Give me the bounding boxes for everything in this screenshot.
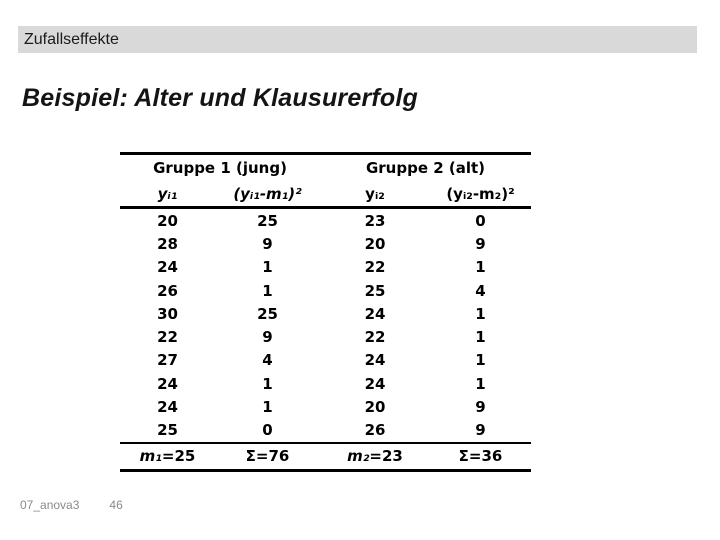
- table-cell: 24: [157, 374, 178, 393]
- table-cell: 9: [475, 398, 486, 417]
- page-title: Beispiel: Alter und Klausurerfolg: [22, 84, 419, 112]
- summary-sum2-label: Σ: [458, 447, 469, 466]
- table-cell: 0: [475, 211, 486, 230]
- summary-cell-sum2: Σ=36: [430, 447, 531, 465]
- group-header-gruppe-2: Gruppe 2 (alt): [365, 159, 486, 177]
- table-cell: 24: [364, 351, 386, 370]
- slide-header-text: Zufallseffekte: [24, 30, 119, 48]
- table-row: 24 1 22 1: [120, 256, 531, 279]
- table-cell: 20: [364, 398, 386, 417]
- summary-sum1-value: =76: [255, 447, 290, 466]
- table-summary-row: m₁=25 Σ=76 m₂=23 Σ=36: [120, 441, 531, 469]
- slide-header-bar: Zufallseffekte: [18, 26, 697, 53]
- table-row: 28 9 20 9: [120, 232, 531, 255]
- table-cell: 24: [364, 374, 386, 393]
- table-cell: 20: [157, 211, 178, 230]
- summary-cell-m1: m₁=25: [120, 447, 215, 465]
- table-cell: 25: [257, 304, 278, 323]
- summary-cell-sum1: Σ=76: [215, 447, 320, 465]
- table-cell: 22: [157, 328, 178, 347]
- table-row: 24 1 20 9: [120, 395, 531, 418]
- table-row: 27 4 24 1: [120, 349, 531, 372]
- slide-footer: 07_anova3 46: [20, 498, 123, 512]
- table-row: 30 25 24 1: [120, 302, 531, 325]
- table-cell: 26: [364, 421, 386, 440]
- column-header-yi1: yᵢ₁: [157, 184, 178, 203]
- table-cell: 28: [157, 234, 178, 253]
- table-cell: 9: [475, 234, 486, 253]
- table-cell: 22: [364, 328, 386, 347]
- summary-sum2-value: =36: [468, 447, 503, 466]
- summary-sum1-label: Σ: [245, 447, 256, 466]
- table-cell: 25: [257, 211, 278, 230]
- table-cell: 1: [262, 374, 273, 393]
- table-row: 20 25 23 0: [120, 209, 531, 232]
- table-cell: 30: [157, 304, 178, 323]
- table-column-header-row: yᵢ₁ (yᵢ₁-m₁)² yᵢ₂ (yᵢ₂-m₂)²: [120, 181, 531, 209]
- table-cell: 26: [157, 281, 178, 300]
- table-group-header-row: Gruppe 1 (jung) Gruppe 2 (alt): [120, 155, 531, 181]
- table-cell: 0: [262, 421, 273, 440]
- table-cell: 20: [364, 234, 386, 253]
- table-cell: 1: [262, 281, 273, 300]
- table-row: 24 1 24 1: [120, 372, 531, 395]
- column-header-yi2: yᵢ₂: [365, 184, 385, 203]
- column-header-dev1: (yᵢ₁-m₁)²: [233, 184, 302, 203]
- table-cell: 23: [364, 211, 386, 230]
- table-cell: 1: [475, 374, 486, 393]
- table-cell: 4: [262, 351, 273, 370]
- table-cell: 9: [475, 421, 486, 440]
- column-header-dev2: (yᵢ₂-m₂)²: [446, 184, 515, 203]
- table-cell: 24: [157, 398, 178, 417]
- table-cell: 24: [157, 258, 178, 277]
- footer-filename: 07_anova3: [20, 498, 80, 512]
- table-cell: 1: [475, 258, 486, 277]
- footer-page-number: 46: [109, 498, 123, 512]
- table-cell: 25: [157, 421, 178, 440]
- table-cell: 24: [364, 304, 386, 323]
- table-cell: 1: [262, 258, 273, 277]
- summary-m2-value: =23: [369, 447, 403, 466]
- table-cell: 9: [262, 234, 273, 253]
- summary-m2-label: m₂: [347, 447, 370, 466]
- group-header-gruppe-1: Gruppe 1 (jung): [153, 159, 287, 177]
- table-row: 25 0 26 9: [120, 419, 531, 442]
- table-cell: 1: [475, 351, 486, 370]
- table-cell: 27: [157, 351, 178, 370]
- table-row: 22 9 22 1: [120, 325, 531, 348]
- table-cell: 9: [262, 328, 273, 347]
- table-cell: 1: [475, 328, 486, 347]
- summary-m1-label: m₁: [139, 447, 162, 466]
- table-row: 26 1 25 4: [120, 279, 531, 302]
- table-cell: 1: [475, 304, 486, 323]
- table-cell: 4: [475, 281, 486, 300]
- table-cell: 25: [364, 281, 386, 300]
- deviation-table: Gruppe 1 (jung) Gruppe 2 (alt) yᵢ₁ (yᵢ₁-…: [120, 152, 531, 472]
- table-cell: 1: [262, 398, 273, 417]
- summary-m1-value: =25: [161, 447, 196, 466]
- table-cell: 22: [364, 258, 386, 277]
- summary-cell-m2: m₂=23: [320, 447, 430, 465]
